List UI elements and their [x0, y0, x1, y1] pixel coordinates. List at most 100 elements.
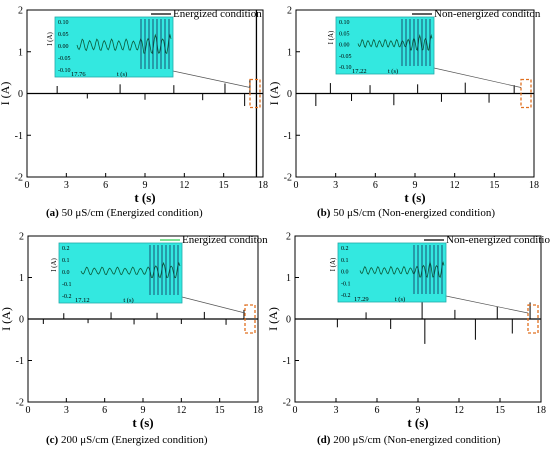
caption-c-tag: (c): [46, 434, 59, 446]
panel-c-y-tick-label: 1: [19, 273, 24, 284]
panel-b-inset-y-tick-label: 0.00: [339, 43, 350, 49]
panel-b-inset-y-label: I (A): [327, 30, 335, 44]
panel-c-zoom-bracket: [244, 304, 256, 334]
panel-c-inset-x-tick-label: 17.12: [75, 297, 90, 304]
panel-c-inset-y-tick-label: 0.1: [62, 258, 70, 264]
panel-d-x-tick-label: 0: [293, 405, 298, 416]
panel-b-y-tick-label: -1: [284, 131, 292, 142]
panel-a-leader-line: [172, 70, 251, 88]
panel-c-inset-x-label: t (s): [123, 297, 133, 304]
panel-c-inset-y-label: I (A): [50, 257, 58, 271]
panel-d-zoom-bracket: [527, 304, 539, 334]
panel-a-y-tick-label: 0: [18, 89, 23, 100]
caption-c: (c) 200 μS/cm (Energized condition): [46, 434, 208, 446]
panel-b-legend-label: Non-energized conditon: [434, 8, 541, 20]
panel-c-inset-y-tick-label: -0.2: [62, 294, 72, 300]
panel-c-x-axis-label: t (s): [132, 415, 153, 430]
panel-a-inset-waveform: [76, 33, 172, 55]
panel-b-x-axis-label: t (s): [404, 190, 425, 205]
panel-d-x-tick-label: 15: [495, 405, 505, 416]
panel-a-x-axis-label: t (s): [134, 190, 155, 205]
panel-c-y-tick-label: -1: [16, 356, 24, 367]
panel-d-inset-y-tick-label: 0.0: [341, 270, 349, 276]
panel-b-y-tick-label: 2: [287, 6, 292, 17]
panel-a-legend-label: Energized condition: [173, 8, 262, 20]
panel-c-x-tick-label: 15: [215, 405, 225, 416]
panel-d-x-tick-label: 3: [334, 405, 339, 416]
panel-b-y-tick-label: 0: [287, 89, 292, 100]
caption-a: (a) 50 μS/cm (Energized condition): [46, 207, 203, 219]
panel-d-y-tick-label: 1: [286, 273, 291, 284]
panel-b-inset: 0.10 0.05 0.00 -0.05 -0.10 I (A) 17.22 t (s): [327, 16, 435, 75]
panel-c-y-tick-label: 0: [19, 315, 24, 326]
panel-a-inset: 0.10 0.05 0.00 -0.05 -0.10 I (A) 17.76 t (s): [46, 16, 174, 78]
panel-c-y-axis-label: I (A): [0, 307, 13, 331]
panel-c-x-tick-label: 12: [176, 405, 186, 416]
panel-b-x-tick-label: 12: [450, 180, 460, 191]
panel-a-inset-x-tick-label: 17.76: [71, 71, 86, 78]
panel-b-zoom-bracket: [520, 78, 532, 109]
panel-b-y-axis-label: I (A): [267, 82, 281, 106]
panel-c-legend-label: Energized conditon: [182, 234, 268, 246]
panel-c-y-tick-label: 2: [19, 232, 24, 243]
panel-d-inset-x-tick-label: 17.29: [354, 296, 369, 303]
panel-b-inset-y-tick-label: 0.05: [339, 31, 350, 37]
panel-d-y-axis-label: I (A): [266, 307, 280, 331]
caption-d-text: 200 μS/cm (Non-energized condition): [333, 434, 501, 446]
panel-a-y-tick-label: -1: [15, 131, 23, 142]
panel-b-inset-x-label: t (s): [388, 68, 398, 75]
panel-a-zoom-bracket: [249, 78, 261, 109]
panel-b-y-tick-label: -2: [284, 173, 292, 184]
panel-a-inset-y-tick-label: 0.10: [58, 20, 69, 26]
panel-b-x-tick-label: 15: [489, 180, 499, 191]
caption-b-tag: (b): [317, 207, 331, 219]
panel-b-x-tick-label: 3: [333, 180, 338, 191]
panel-c-y-tick-label: -2: [16, 398, 24, 409]
caption-a-text: 50 μS/cm (Energized condition): [61, 207, 203, 219]
panel-b-inset-y-tick-label: -0.10: [339, 65, 352, 71]
panel-b-inset-y-tick-label: -0.05: [339, 54, 352, 60]
panel-c-inset-y-tick-label: 0.2: [62, 246, 70, 252]
caption-a-tag: (a): [46, 207, 59, 219]
panel-a-inset-y-label: I (A): [46, 31, 54, 45]
panel-a-x-tick-label: 12: [179, 180, 189, 191]
caption-b: (b) 50 μS/cm (Non-energized condition): [317, 207, 495, 219]
panel-a-x-tick-label: 9: [143, 180, 148, 191]
panel-c-inset-waveform: [80, 261, 181, 279]
panel-c-x-tick-label: 3: [64, 405, 69, 416]
panel-d-x-axis-label: t (s): [407, 415, 428, 430]
panel-d-x-tick-label: 12: [454, 405, 464, 416]
panel-a-inset-y-tick-label: -0.10: [58, 68, 71, 74]
panel-c-x-tick-label: 0: [26, 405, 31, 416]
panel-b-inset-waveform: [357, 33, 433, 51]
panel-d-leader-line: [445, 295, 529, 314]
panel-b-x-tick-label: 0: [294, 180, 299, 191]
panel-c-leader-line: [181, 296, 246, 314]
panel-d-inset: 0.2 0.1 0.0 -0.1 -0.2 I (A) 17.29 t (s): [329, 242, 447, 303]
panel-a-y-tick-label: -2: [15, 173, 23, 184]
panel-b-x-tick-label: 9: [413, 180, 418, 191]
panel-b-x-tick-label: 18: [529, 180, 539, 191]
panel-d-y-tick-label: 2: [286, 232, 291, 243]
panel-d-x-tick-label: 9: [416, 405, 421, 416]
panel-b-y-tick-label: 1: [287, 47, 292, 58]
panel-c-x-tick-label: 9: [141, 405, 146, 416]
panel-c-inset-y-tick-label: -0.1: [62, 282, 72, 288]
panel-d-legend-label: Non-energized condition: [446, 234, 550, 246]
panel-d-y-tick-label: -1: [283, 356, 291, 367]
panel-d-x-tick-label: 18: [536, 405, 546, 416]
panel-d-y-tick-label: 0: [286, 315, 291, 326]
panel-c-x-tick-label: 18: [253, 405, 263, 416]
caption-c-text: 200 μS/cm (Energized condition): [60, 434, 208, 446]
panel-a-x-tick-label: 3: [64, 180, 69, 191]
panel-a-x-tick-label: 18: [258, 180, 268, 191]
caption-d-tag: (d): [317, 434, 331, 446]
panel-b-inset-x-tick-label: 17.22: [352, 68, 367, 75]
panel-c-x-tick-label: 6: [102, 405, 107, 416]
panel-d-inset-y-tick-label: 0.2: [341, 246, 349, 252]
